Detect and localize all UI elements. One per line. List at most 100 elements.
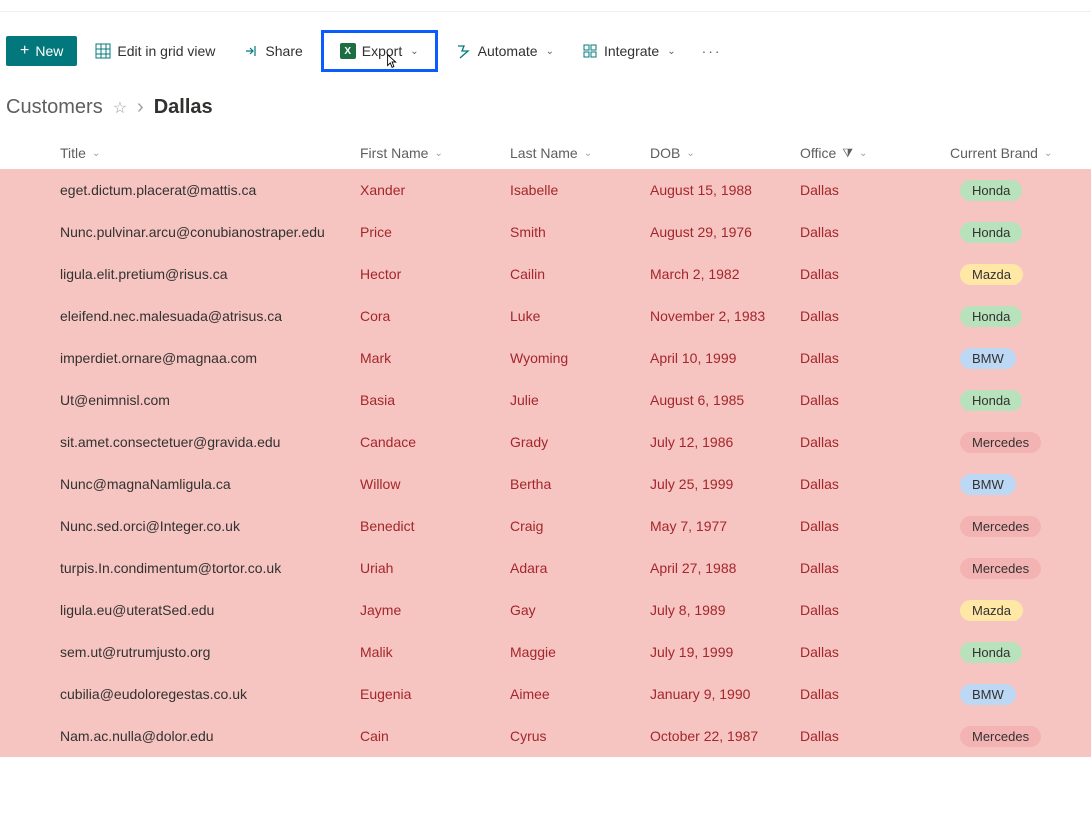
col-last-name[interactable]: Last Name⌄ xyxy=(510,145,650,161)
cell-title[interactable]: cubilia@eudoloregestas.co.uk xyxy=(60,686,360,702)
table-row[interactable]: Nunc.pulvinar.arcu@conubianostraper.eduP… xyxy=(0,211,1091,253)
cell-first-name: Jayme xyxy=(360,602,510,618)
cell-dob: November 2, 1983 xyxy=(650,308,800,324)
share-button[interactable]: Share xyxy=(233,37,312,65)
cell-dob: April 10, 1999 xyxy=(650,350,800,366)
col-title[interactable]: Title⌄ xyxy=(60,145,360,161)
col-dob[interactable]: DOB⌄ xyxy=(650,145,800,161)
brand-pill: Mazda xyxy=(960,600,1023,621)
cell-brand: Mercedes xyxy=(950,432,1090,453)
grid-icon xyxy=(95,43,111,59)
share-icon xyxy=(243,43,259,59)
table-row[interactable]: sit.amet.consectetuer@gravida.eduCandace… xyxy=(0,421,1091,463)
chevron-down-icon: ⌄ xyxy=(584,148,592,159)
integrate-label: Integrate xyxy=(604,43,659,59)
automate-button[interactable]: Automate ⌄ xyxy=(446,37,564,65)
cell-title[interactable]: eleifend.nec.malesuada@atrisus.ca xyxy=(60,308,360,324)
cell-first-name: Malik xyxy=(360,644,510,660)
cell-last-name: Gay xyxy=(510,602,650,618)
table-row[interactable]: cubilia@eudoloregestas.co.ukEugeniaAimee… xyxy=(0,673,1091,715)
cursor-icon xyxy=(384,53,402,71)
chevron-down-icon: ⌄ xyxy=(1044,148,1052,159)
integrate-button[interactable]: Integrate ⌄ xyxy=(572,37,686,65)
cell-brand: Mercedes xyxy=(950,558,1090,579)
cell-dob: May 7, 1977 xyxy=(650,518,800,534)
cell-title[interactable]: Nunc.pulvinar.arcu@conubianostraper.edu xyxy=(60,224,360,240)
cell-title[interactable]: Ut@enimnisl.com xyxy=(60,392,360,408)
edit-grid-button[interactable]: Edit in grid view xyxy=(85,37,225,65)
more-button[interactable]: ··· xyxy=(694,43,730,59)
cell-brand: Honda xyxy=(950,222,1090,243)
cell-title[interactable]: Nunc.sed.orci@Integer.co.uk xyxy=(60,518,360,534)
cell-first-name: Cora xyxy=(360,308,510,324)
cell-office: Dallas xyxy=(800,224,950,240)
table-row[interactable]: Nunc@magnaNamligula.caWillowBerthaJuly 2… xyxy=(0,463,1091,505)
cell-last-name: Maggie xyxy=(510,644,650,660)
brand-pill: BMW xyxy=(960,348,1016,369)
chevron-down-icon: ⌄ xyxy=(859,148,867,159)
cell-brand: Mazda xyxy=(950,600,1090,621)
export-button[interactable]: X Export ⌄ xyxy=(330,37,429,65)
table-row[interactable]: eget.dictum.placerat@mattis.caXanderIsab… xyxy=(0,169,1091,211)
table-row[interactable]: turpis.In.condimentum@tortor.co.ukUriahA… xyxy=(0,547,1091,589)
col-brand[interactable]: Current Brand ⌄ xyxy=(950,145,1090,161)
breadcrumb-list[interactable]: Customers xyxy=(6,96,103,119)
table-row[interactable]: ligula.elit.pretium@risus.caHectorCailin… xyxy=(0,253,1091,295)
cell-title[interactable]: ligula.elit.pretium@risus.ca xyxy=(60,266,360,282)
cell-brand: Honda xyxy=(950,306,1090,327)
cell-last-name: Cailin xyxy=(510,266,650,282)
table-body: eget.dictum.placerat@mattis.caXanderIsab… xyxy=(0,169,1091,757)
table-row[interactable]: Nam.ac.nulla@dolor.eduCainCyrusOctober 2… xyxy=(0,715,1091,757)
cell-first-name: Mark xyxy=(360,350,510,366)
cell-title[interactable]: sem.ut@rutrumjusto.org xyxy=(60,644,360,660)
cell-title[interactable]: turpis.In.condimentum@tortor.co.uk xyxy=(60,560,360,576)
cell-title[interactable]: eget.dictum.placerat@mattis.ca xyxy=(60,182,360,198)
table-row[interactable]: Ut@enimnisl.comBasiaJulieAugust 6, 1985D… xyxy=(0,379,1091,421)
chevron-down-icon: ⌄ xyxy=(410,46,418,57)
col-first-name[interactable]: First Name⌄ xyxy=(360,145,510,161)
table-row[interactable]: Nunc.sed.orci@Integer.co.ukBenedictCraig… xyxy=(0,505,1091,547)
table-row[interactable]: ligula.eu@uteratSed.eduJaymeGayJuly 8, 1… xyxy=(0,589,1091,631)
cell-dob: October 22, 1987 xyxy=(650,728,800,744)
cell-first-name: Price xyxy=(360,224,510,240)
cell-office: Dallas xyxy=(800,308,950,324)
brand-pill: Honda xyxy=(960,180,1022,201)
cell-title[interactable]: Nunc@magnaNamligula.ca xyxy=(60,476,360,492)
cell-dob: July 8, 1989 xyxy=(650,602,800,618)
cell-brand: Honda xyxy=(950,180,1090,201)
table-row[interactable]: imperdiet.ornare@magnaa.comMarkWyomingAp… xyxy=(0,337,1091,379)
command-bar: + New Edit in grid view Share X Export ⌄… xyxy=(0,12,1091,90)
col-brand-label: Current Brand xyxy=(950,145,1038,161)
cell-office: Dallas xyxy=(800,266,950,282)
table-row[interactable]: eleifend.nec.malesuada@atrisus.caCoraLuk… xyxy=(0,295,1091,337)
chevron-down-icon: ⌄ xyxy=(434,148,442,159)
cell-title[interactable]: imperdiet.ornare@magnaa.com xyxy=(60,350,360,366)
col-office[interactable]: Office⧩⌄ xyxy=(800,145,950,161)
new-button-label: New xyxy=(35,43,63,59)
cell-title[interactable]: sit.amet.consectetuer@gravida.edu xyxy=(60,434,360,450)
cell-office: Dallas xyxy=(800,518,950,534)
brand-pill: Honda xyxy=(960,306,1022,327)
cell-office: Dallas xyxy=(800,602,950,618)
new-button[interactable]: + New xyxy=(6,36,77,66)
cell-title[interactable]: Nam.ac.nulla@dolor.edu xyxy=(60,728,360,744)
cell-last-name: Smith xyxy=(510,224,650,240)
brand-pill: Mercedes xyxy=(960,558,1041,579)
col-office-label: Office xyxy=(800,145,836,161)
cell-brand: Mercedes xyxy=(950,726,1090,747)
favorite-icon[interactable]: ☆ xyxy=(113,98,127,118)
cell-dob: April 27, 1988 xyxy=(650,560,800,576)
cell-last-name: Cyrus xyxy=(510,728,650,744)
cell-brand: BMW xyxy=(950,474,1090,495)
cell-title[interactable]: ligula.eu@uteratSed.edu xyxy=(60,602,360,618)
brand-pill: Honda xyxy=(960,222,1022,243)
table-row[interactable]: sem.ut@rutrumjusto.orgMalikMaggieJuly 19… xyxy=(0,631,1091,673)
brand-pill: Mercedes xyxy=(960,432,1041,453)
cell-office: Dallas xyxy=(800,728,950,744)
cell-last-name: Aimee xyxy=(510,686,650,702)
cell-last-name: Isabelle xyxy=(510,182,650,198)
automate-label: Automate xyxy=(478,43,538,59)
brand-pill: Honda xyxy=(960,642,1022,663)
cell-office: Dallas xyxy=(800,560,950,576)
cell-office: Dallas xyxy=(800,350,950,366)
